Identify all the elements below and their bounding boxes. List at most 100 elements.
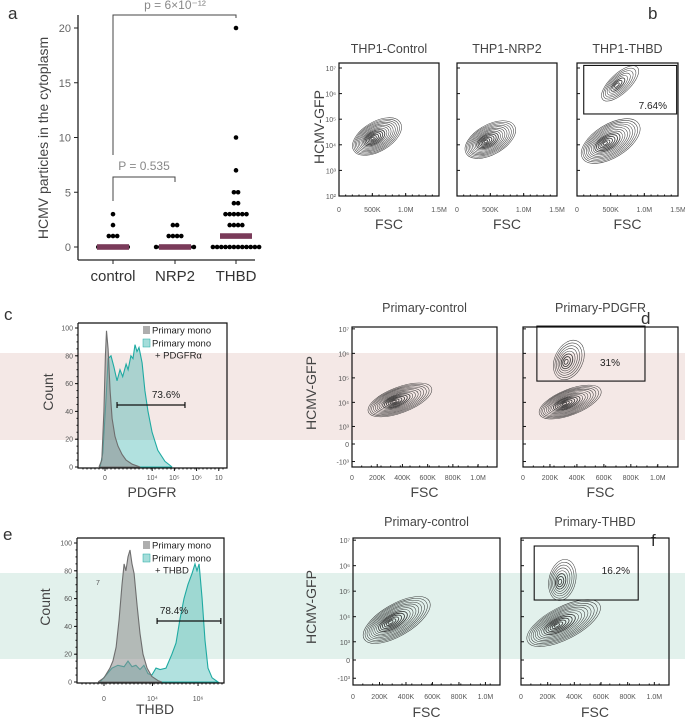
contour-line: [473, 129, 503, 152]
x-tick-label: 0: [521, 475, 525, 482]
contour-line: [544, 388, 594, 417]
contour-line: [556, 345, 580, 376]
x-tick-label: 1.5M: [549, 207, 565, 214]
y-tick-label: 60: [65, 381, 73, 388]
contour-line: [480, 136, 493, 146]
y-tick-label: 0: [68, 680, 72, 687]
contour-line: [561, 402, 568, 406]
y-tick-label: -10³: [337, 460, 350, 467]
data-point: [223, 211, 228, 217]
data-point: [114, 233, 120, 239]
gate-box: [583, 64, 678, 115]
plot-frame: [352, 537, 501, 686]
category-label: control: [90, 268, 135, 285]
bracket-control-thbd: [112, 14, 237, 155]
x-tick-label: 10: [215, 475, 223, 482]
cell-population-contours: [580, 118, 641, 164]
data-point: [179, 233, 184, 239]
y-tick-label: 0: [65, 242, 71, 254]
contour-line: [380, 392, 414, 410]
contour-line: [554, 342, 583, 378]
contour-line: [376, 609, 411, 634]
gate-percentage: 78.4%: [160, 606, 188, 617]
contour-line: [602, 141, 608, 146]
contour-line: [385, 395, 406, 407]
contour-line: [373, 386, 424, 414]
flow-plot: THP1-Control 0 500K 1.0M 1.5M 10⁷ 10⁶ 10⁵ 10⁴ 10³…: [325, 42, 447, 232]
data-point: [174, 222, 180, 228]
contour-line: [363, 129, 386, 147]
flow-plot: THP1-NRP2 0 500K 1.0M 1.5M FSC: [455, 42, 565, 232]
contour-line: [547, 391, 589, 414]
contour-line: [542, 387, 597, 418]
contour-line: [467, 123, 512, 157]
data-point: [256, 244, 262, 250]
contour-line: [526, 599, 601, 647]
y-axis-label: HCMV-GFP: [303, 570, 319, 644]
x-tick-label: 0: [102, 696, 106, 703]
data-point: [231, 211, 237, 217]
contour-line: [466, 121, 514, 158]
plot-frame: [522, 326, 679, 468]
plot-title: Primary-control: [384, 515, 469, 529]
contour-line: [562, 356, 571, 367]
x-axis-label: PDGFR: [128, 484, 177, 500]
data-point: [233, 135, 239, 140]
contour-line: [549, 392, 586, 413]
contour-line: [604, 70, 634, 98]
x-tick-label: 1.0M: [516, 207, 532, 214]
data-point: [235, 211, 241, 217]
contour-line: [601, 65, 639, 102]
x-tick-label: 10⁴: [147, 696, 158, 703]
data-point: [110, 222, 116, 228]
panel-label-b: b: [648, 4, 657, 23]
panel-labels: a b c d e f: [3, 4, 657, 550]
panel-d-flow-contours: HCMV-GFP Primary-control 0 200K 400K 600K 800K…: [303, 301, 679, 500]
x-axis-label: FSC: [614, 216, 642, 232]
contour-line: [483, 139, 488, 144]
contour-line: [597, 135, 616, 150]
data-point: [219, 244, 224, 250]
contour-group: [464, 120, 516, 159]
contour-line: [552, 395, 581, 411]
contour-line: [553, 339, 585, 380]
plot-frame: [77, 322, 228, 469]
y-axis-label: HCMV-GFP: [303, 356, 319, 430]
contour-line: [556, 576, 565, 588]
legend-swatch-treated: [142, 338, 151, 348]
y-tick-label: 10²: [326, 194, 337, 201]
contour-line: [546, 390, 591, 415]
data-point: [153, 244, 159, 250]
contour-line: [606, 72, 631, 96]
x-tick-label: 1.5M: [431, 207, 447, 214]
contour-line: [371, 385, 427, 415]
y-tick-label: 20: [59, 23, 71, 35]
contour-line: [551, 621, 564, 630]
x-tick-label: 1.0M: [478, 694, 494, 701]
y-tick-label: 15: [59, 78, 71, 90]
contour-line: [547, 617, 570, 633]
x-tick-label: 200K: [542, 475, 559, 482]
contour-line: [382, 393, 411, 409]
contour-line: [384, 394, 408, 408]
x-tick-label: 800K: [623, 475, 640, 482]
panel-label-f: f: [651, 531, 656, 550]
contour-line: [479, 135, 495, 147]
contour-line: [352, 117, 402, 156]
y-tick-label: 0: [346, 658, 350, 665]
data-point: [166, 233, 171, 239]
x-tick-label: 600K: [596, 475, 613, 482]
contour-line: [381, 614, 403, 629]
contour-line: [355, 120, 398, 154]
data-point: [248, 244, 253, 250]
y-axis-label: Count: [37, 588, 53, 625]
panel-label-c: c: [4, 305, 13, 324]
y-tick-label: 10⁶: [325, 92, 336, 99]
y-axis-label: Count: [40, 373, 56, 410]
contour-line: [528, 601, 598, 646]
data-point: [233, 25, 239, 31]
data-point: [227, 244, 232, 250]
contour-line: [538, 384, 602, 420]
